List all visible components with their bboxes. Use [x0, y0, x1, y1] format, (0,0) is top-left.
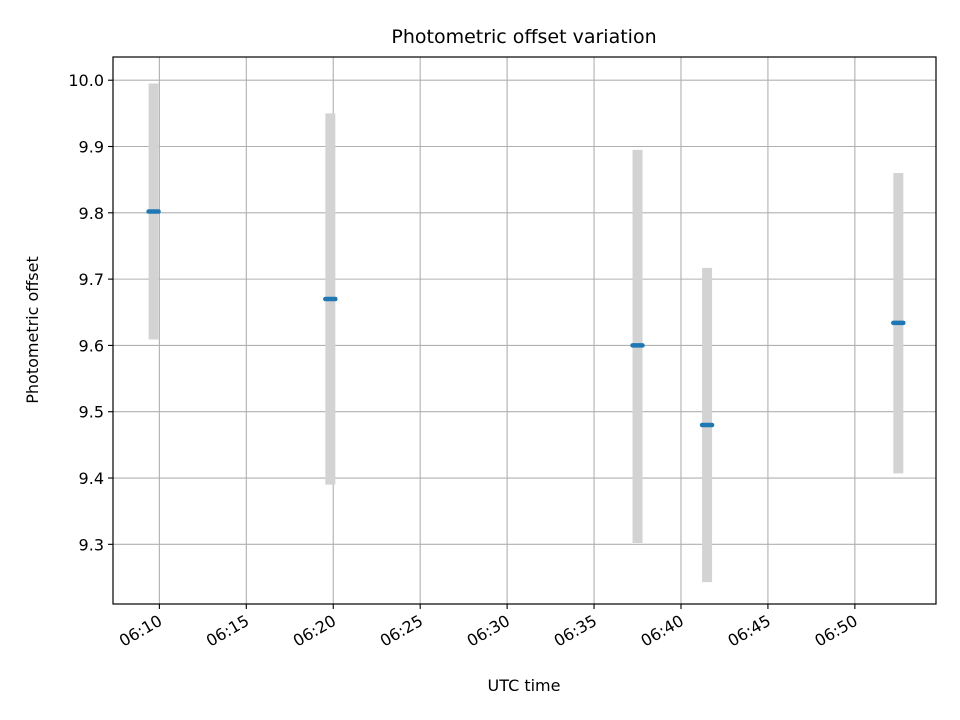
- y-tick-label: 9.9: [79, 138, 104, 157]
- y-tick-label: 9.8: [79, 204, 104, 223]
- x-axis-title: UTC time: [488, 676, 561, 695]
- x-axis: 06:10 06:15 06:20 06:25 06:30 06:35 06:40 06:45…: [116, 604, 861, 651]
- y-tick-label: 9.6: [79, 336, 104, 355]
- x-tick-label: 06:50: [811, 611, 860, 651]
- x-tick-label: 06:45: [724, 611, 773, 651]
- grid: [113, 57, 936, 604]
- x-tick-label: 06:30: [464, 611, 513, 651]
- y-tick-label: 9.3: [79, 535, 104, 554]
- chart-title: Photometric offset variation: [391, 26, 656, 48]
- y-tick-label: 9.5: [79, 403, 104, 422]
- x-tick-label: 06:15: [203, 611, 252, 651]
- y-tick-label: 9.7: [79, 270, 104, 289]
- y-axis: 9.3 9.4 9.5 9.6 9.7 9.8 9.9 10.0: [68, 71, 113, 554]
- x-tick-label: 06:35: [551, 611, 600, 651]
- x-tick-label: 06:25: [377, 611, 426, 651]
- y-axis-title: Photometric offset: [23, 256, 42, 404]
- x-tick-label: 06:40: [638, 611, 687, 651]
- plot-area: [113, 57, 936, 604]
- y-tick-label: 9.4: [79, 469, 104, 488]
- markers: [146, 209, 906, 428]
- plot-frame: [112, 56, 937, 605]
- y-tick-label: 10.0: [68, 71, 104, 90]
- x-tick-label: 06:20: [290, 611, 339, 651]
- x-tick-label: 06:10: [116, 611, 165, 651]
